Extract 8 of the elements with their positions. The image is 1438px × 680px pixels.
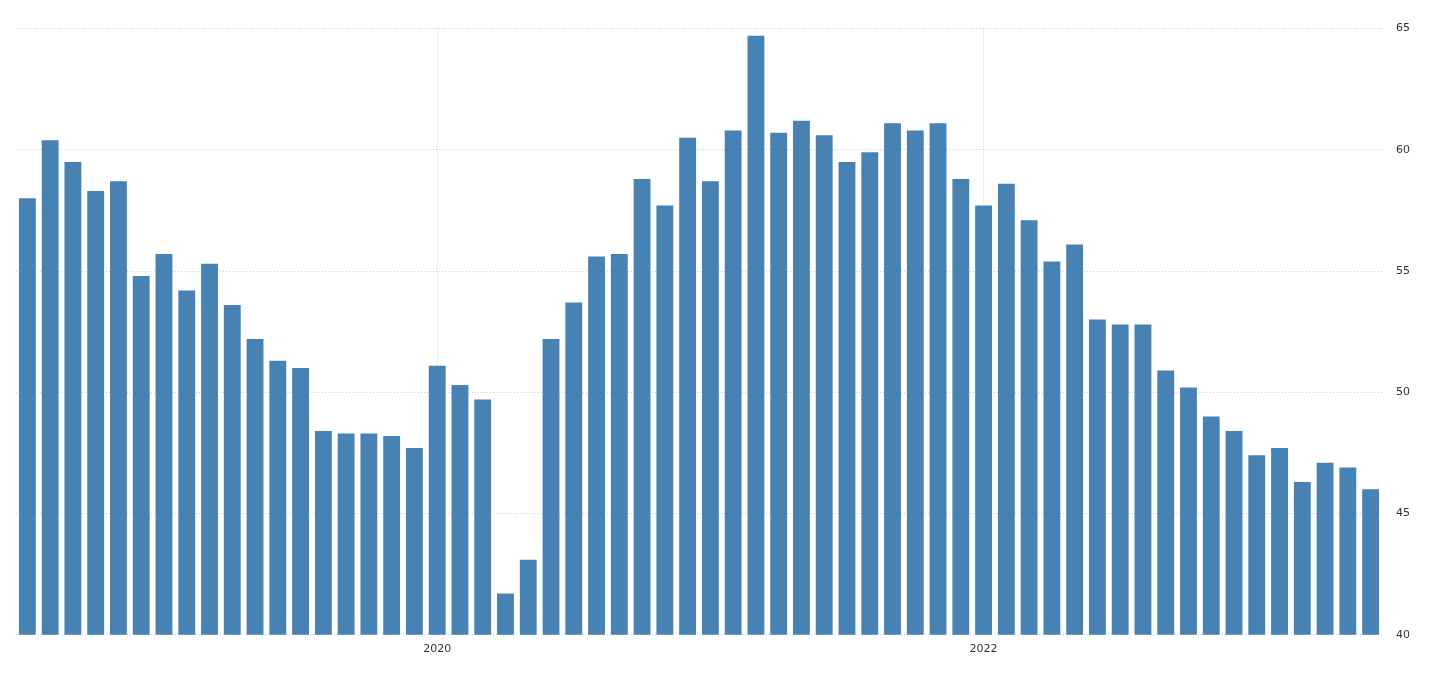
y-tick-label: 50 bbox=[1396, 385, 1410, 399]
y-tick-label: 40 bbox=[1396, 627, 1410, 641]
y-tick-label: 45 bbox=[1396, 506, 1410, 520]
x-tick-label: 2020 bbox=[423, 642, 452, 656]
y-tick-label: 55 bbox=[1396, 263, 1410, 277]
y-tick-label: 65 bbox=[1396, 21, 1410, 35]
x-tick-label: 2022 bbox=[969, 642, 998, 656]
y-tick-label: 60 bbox=[1396, 142, 1410, 156]
